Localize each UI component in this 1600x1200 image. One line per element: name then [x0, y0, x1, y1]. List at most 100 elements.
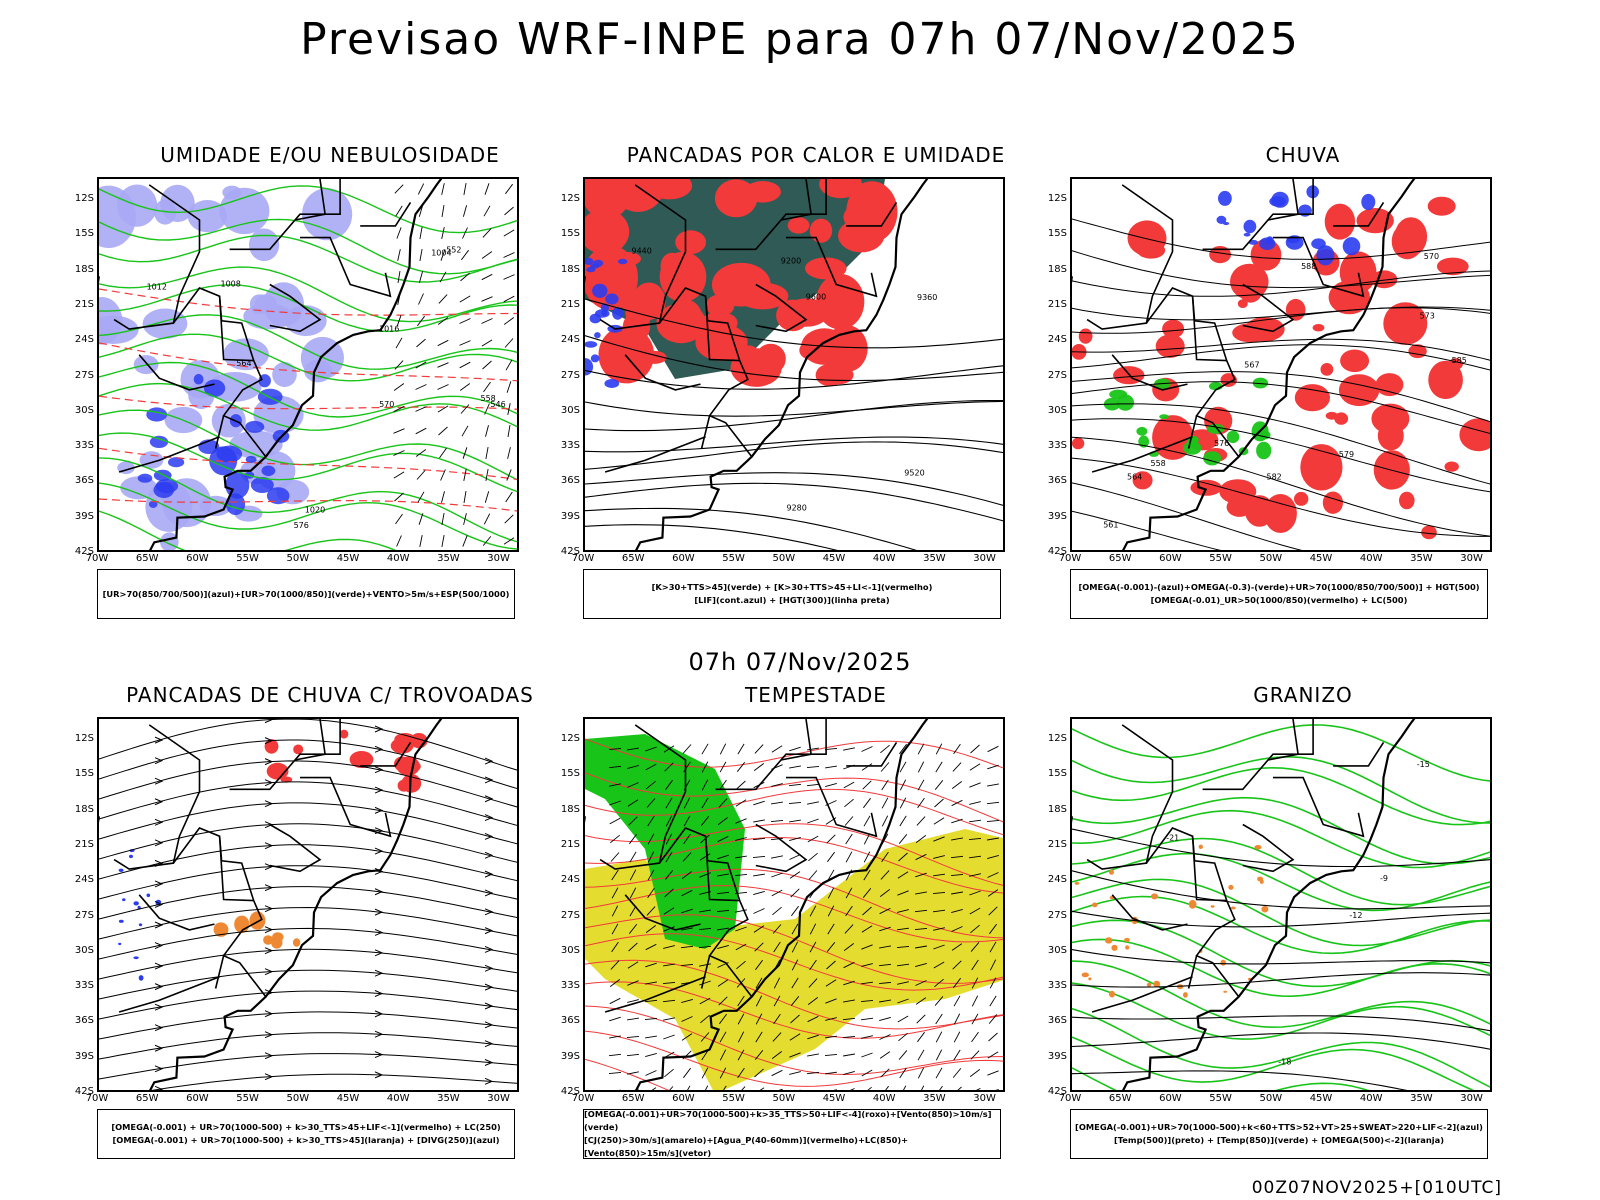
legend-line: [OMEGA(-0.001)-(azul)+OMEGA(-0.3)-(verde… [1078, 582, 1480, 592]
latitude-label: 27S [560, 369, 580, 381]
latitude-label: 12S [1047, 733, 1067, 744]
latitude-label: 15S [1047, 768, 1067, 780]
latitude-label: 30S [1047, 404, 1067, 416]
latitude-label: 36S [560, 1015, 580, 1027]
legend-line: [LIF](cont.azul) + [HGT(300)](linha pret… [694, 595, 890, 605]
latitude-label: 12S [1047, 193, 1067, 204]
latitude-label: 36S [74, 475, 94, 487]
weather-map[interactable] [97, 717, 519, 1092]
longitude-label: 40W [872, 1093, 896, 1104]
longitude-label: 40W [386, 1093, 410, 1104]
latitude-label: 33S [1047, 440, 1067, 452]
legend-line: [OMEGA(-0.001)+UR>70(1000-500)+k>35_TTS>… [584, 1109, 992, 1132]
longitude-label: 65W [135, 553, 159, 564]
longitude-label: 45W [822, 1093, 846, 1104]
svg-text:-15: -15 [1417, 760, 1430, 769]
latitude-label: 36S [1047, 1015, 1067, 1027]
longitude-label: 55W [722, 1093, 745, 1104]
longitude-label: 70W [571, 553, 595, 564]
longitude-label: 50W [286, 1093, 310, 1104]
longitude-label: 45W [1309, 553, 1333, 564]
weather-map[interactable]: -12 -15 -18 -21 -9 [1070, 717, 1492, 1092]
svg-text:1020: 1020 [305, 505, 325, 514]
weather-map[interactable]: 9600 9520 9440 9360 9280 9200 [583, 177, 1005, 552]
latitude-label: 30S [560, 404, 580, 416]
svg-text:570: 570 [379, 400, 394, 409]
map-legend: [OMEGA(-0.001)+UR>70(1000-500)+k>35_TTS>… [583, 1109, 1001, 1159]
latitude-label: 21S [560, 298, 580, 310]
longitude-label: 50W [1259, 553, 1283, 564]
latitude-label: 12S [560, 733, 580, 744]
longitude-label: 30W [487, 553, 510, 564]
svg-text:9280: 9280 [787, 503, 807, 512]
latitude-label: 39S [560, 1050, 580, 1062]
latitude-label: 12S [74, 733, 94, 744]
latitude-label: 30S [74, 944, 94, 956]
svg-text:-18: -18 [1278, 1058, 1291, 1067]
latitude-label: 24S [74, 874, 94, 886]
panel-pancadas-trovoadas: PANCADAS DE CHUVA C/ TROVOADAS 12S 15S 18S 2… [75, 683, 580, 1159]
longitude-label: 50W [772, 553, 796, 564]
latitude-label: 39S [1047, 510, 1067, 522]
longitude-label: 60W [672, 553, 695, 564]
panel-title: UMIDADE E/OU NEBULOSIDADE [160, 143, 500, 167]
map-legend: [K>30+TTS>45](verde) + [K>30+TTS>45+LI<-… [583, 569, 1001, 619]
latitude-label: 39S [560, 510, 580, 522]
longitude-label: 70W [571, 1093, 595, 1104]
map-graphics [585, 719, 1003, 1090]
longitude-label: 65W [1108, 1093, 1132, 1104]
latitude-label: 21S [560, 838, 580, 850]
svg-text:558: 558 [1151, 459, 1166, 468]
panel-chuva: CHUVA 12S 15S 18S 21S 24S 27S 30S 33S 36S 39S 42S 70… [1048, 143, 1553, 619]
weather-map[interactable]: 1012 1008 1016 1020 1004 576 570 564 552 546 558 [97, 177, 519, 552]
longitude-label: 70W [85, 1093, 109, 1104]
svg-text:558: 558 [481, 394, 496, 403]
latitude-label: 12S [74, 193, 94, 204]
svg-text:564: 564 [1127, 473, 1142, 482]
latitude-label: 24S [560, 334, 580, 346]
longitude-label: 50W [772, 1093, 796, 1104]
svg-text:588: 588 [1301, 262, 1316, 271]
svg-text:567: 567 [1244, 360, 1259, 369]
longitude-label: 55W [236, 1093, 259, 1104]
svg-text:-12: -12 [1349, 911, 1362, 920]
latitude-label: 27S [1047, 909, 1067, 921]
longitude-label: 35W [1410, 553, 1433, 564]
latitude-label: 24S [74, 334, 94, 346]
longitude-label: 45W [822, 553, 846, 564]
svg-text:1004: 1004 [431, 249, 451, 258]
longitude-label: 40W [1359, 1093, 1383, 1104]
svg-text:1016: 1016 [379, 325, 399, 334]
map-graphics: 9600 9520 9440 9360 9280 9200 [585, 179, 1003, 550]
latitude-label: 21S [1047, 838, 1067, 850]
panel-pancadas-calor: PANCADAS POR CALOR E UMIDADE 12S 15S 18S 21S… [561, 143, 1066, 619]
latitude-label: 24S [1047, 334, 1067, 346]
longitude-label: 70W [1058, 1093, 1082, 1104]
latitude-label: 33S [560, 440, 580, 452]
legend-line: [OMEGA(-0.001) + UR>70(1000-500) + k>30_… [111, 1122, 501, 1132]
latitude-label: 42S [74, 546, 94, 557]
svg-text:564: 564 [236, 359, 251, 368]
longitude-label: 30W [973, 1093, 996, 1104]
panel-umidade: UMIDADE E/OU NEBULOSIDADE 12S 15S 18S 21S 24S… [75, 143, 580, 619]
latitude-label: 18S [1047, 263, 1067, 275]
svg-text:9200: 9200 [781, 256, 801, 265]
latitude-label: 33S [74, 980, 94, 992]
panel-granizo: GRANIZO 12S 15S 18S 21S 24S 27S 30S 33S 36S 39S 42S… [1048, 683, 1553, 1159]
legend-line: [UR>70(850/700/500)](azul)+[UR>70(1000/8… [102, 588, 510, 599]
weather-map[interactable] [583, 717, 1005, 1092]
legend-line: [OMEGA(-0.001)+UR>70(1000-500)+k<60+TTS>… [1075, 1122, 1483, 1132]
longitude-label: 30W [1460, 1093, 1483, 1104]
panel-tempestade: TEMPESTADE 12S 15S 18S 21S 24S 27S 30S 33S 36S 39S… [561, 683, 1066, 1159]
weather-map[interactable]: 585 588 582 579 576 573 570 567 564 561 558 [1070, 177, 1492, 552]
latitude-label: 18S [560, 263, 580, 275]
legend-line: [Temp(500)](preto) + [Temp(850)](verde) … [1113, 1135, 1445, 1145]
panel-title: TEMPESTADE [745, 683, 887, 707]
latitude-label: 24S [1047, 874, 1067, 886]
longitude-label: 65W [135, 1093, 159, 1104]
main-title: Previsao WRF-INPE para 07h 07/Nov/2025 [300, 14, 1300, 65]
latitude-label: 33S [560, 980, 580, 992]
longitude-label: 65W [621, 553, 645, 564]
longitude-label: 40W [872, 553, 896, 564]
